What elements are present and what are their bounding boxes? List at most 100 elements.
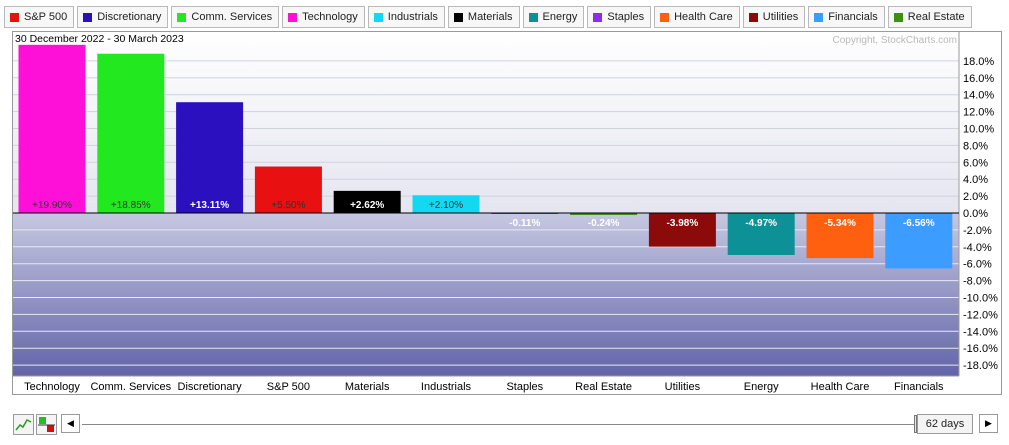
legend-swatch <box>373 12 383 22</box>
x-tick-label: Real Estate <box>575 381 632 393</box>
legend-swatch <box>177 12 187 22</box>
bar <box>727 213 795 255</box>
y-tick-label: 8.0% <box>963 140 988 152</box>
chart-area: 18.0% 16.0% 14.0% 12.0% 10.0% 8.0% 6.0% 4.0% 2.0… <box>12 31 1002 395</box>
legend-item[interactable]: Technology <box>282 6 365 28</box>
legend-item[interactable]: Comm. Services <box>171 6 280 28</box>
legend-item[interactable]: Real Estate <box>887 6 972 28</box>
bar-value-label: +2.10% <box>429 200 463 211</box>
legend: S&P 500 Discretionary Comm. Services Techno… <box>4 6 972 28</box>
legend-item[interactable]: Discretionary <box>77 6 169 28</box>
bar-value-label: +18.85% <box>111 200 151 211</box>
bar-value-label: -6.56% <box>903 218 935 229</box>
bar <box>176 102 244 213</box>
scroll-right-button[interactable]: ▶ <box>979 414 998 433</box>
y-tick-label: -12.0% <box>963 309 998 321</box>
x-tick-label: Energy <box>744 381 779 393</box>
scroll-left-button[interactable]: ◀ <box>61 414 80 433</box>
legend-swatch <box>748 12 758 22</box>
slider-handle[interactable] <box>914 415 917 433</box>
bar <box>570 213 638 216</box>
legend-label: Financials <box>828 11 878 23</box>
y-tick-label: 6.0% <box>963 157 988 169</box>
x-tick-label: Technology <box>24 381 80 393</box>
bar-value-label: +19.90% <box>32 200 72 211</box>
x-tick-label: Health Care <box>811 381 870 393</box>
legend-swatch <box>814 12 824 22</box>
legend-item[interactable]: Financials <box>808 6 885 28</box>
y-tick-label: 2.0% <box>963 191 988 203</box>
bar <box>333 190 401 213</box>
bar <box>806 213 874 259</box>
y-tick-label: -14.0% <box>963 326 998 338</box>
legend-swatch <box>288 12 298 22</box>
legend-item[interactable]: Health Care <box>654 6 740 28</box>
legend-item[interactable]: Staples <box>587 6 652 28</box>
y-tick-label: -4.0% <box>963 242 992 254</box>
bar <box>97 53 165 213</box>
date-range: 30 December 2022 - 30 March 2023 <box>15 33 184 45</box>
plot-background-positive <box>13 32 959 213</box>
bar-value-label: +13.11% <box>190 200 229 211</box>
line-chart-icon[interactable] <box>13 414 34 435</box>
legend-label: Energy <box>542 11 578 23</box>
x-tick-label: Comm. Services <box>90 381 171 393</box>
bar <box>412 195 480 213</box>
bar <box>885 213 953 269</box>
legend-label: Utilities <box>762 11 799 23</box>
legend-item[interactable]: Energy <box>522 6 585 28</box>
x-tick-label: Financials <box>894 381 944 393</box>
performance-bar-chart: 18.0% 16.0% 14.0% 12.0% 10.0% 8.0% 6.0% 4.0% 2.0… <box>13 32 998 393</box>
legend-label: Real Estate <box>907 11 965 23</box>
legend-swatch <box>83 12 93 22</box>
y-tick-label: -8.0% <box>963 276 992 288</box>
bar-value-label: -5.34% <box>824 218 856 229</box>
legend-label: Health Care <box>674 11 733 23</box>
y-tick-label: 18.0% <box>963 56 994 68</box>
bar-value-label: -3.98% <box>667 218 699 229</box>
legend-label: Discretionary <box>97 11 162 23</box>
legend-swatch <box>893 12 903 22</box>
legend-item[interactable]: Industrials <box>367 6 445 28</box>
x-tick-label: Staples <box>506 381 543 393</box>
x-tick-label: Industrials <box>421 381 472 393</box>
y-tick-label: -18.0% <box>963 360 998 372</box>
x-tick-label: Utilities <box>665 381 701 393</box>
x-tick-label: S&P 500 <box>267 381 310 393</box>
legend-label: S&P 500 <box>24 11 68 23</box>
timeline-slider[interactable] <box>82 424 914 425</box>
legend-swatch <box>453 12 463 22</box>
legend-item[interactable]: Materials <box>447 6 520 28</box>
days-display: 62 days <box>917 414 973 434</box>
x-tick-label: Discretionary <box>178 381 243 393</box>
legend-label: Staples <box>607 11 645 23</box>
y-tick-label: 0.0% <box>963 208 988 220</box>
legend-swatch <box>660 12 670 22</box>
legend-label: Industrials <box>387 11 438 23</box>
legend-label: Materials <box>467 11 513 23</box>
legend-item[interactable]: S&P 500 <box>4 6 75 28</box>
bar <box>254 166 322 213</box>
bar-value-label: +5.50% <box>271 200 305 211</box>
bar-chart-icon[interactable] <box>36 414 57 435</box>
y-tick-label: -2.0% <box>963 225 992 237</box>
bar-value-label: -4.97% <box>745 218 777 229</box>
bar-value-label: -0.24% <box>588 218 620 229</box>
legend-label: Comm. Services <box>191 11 273 23</box>
bar-value-label: +2.62% <box>350 200 384 211</box>
plot-background-negative <box>13 213 959 376</box>
chart-controls: ◀ 62 days ▶ <box>12 412 1002 438</box>
y-tick-label: -16.0% <box>963 343 998 355</box>
y-tick-label: 4.0% <box>963 174 988 186</box>
y-tick-label: 12.0% <box>963 107 994 119</box>
legend-swatch <box>593 12 603 22</box>
legend-swatch <box>10 12 19 22</box>
y-tick-label: 16.0% <box>963 73 994 85</box>
bar-value-label: -0.11% <box>509 218 540 229</box>
y-tick-label: 10.0% <box>963 124 994 136</box>
bar <box>648 213 716 247</box>
y-tick-label: -10.0% <box>963 293 998 305</box>
legend-item[interactable]: Utilities <box>742 6 806 28</box>
y-tick-label: -6.0% <box>963 259 992 271</box>
copyright-text: Copyright, StockCharts.com <box>833 35 958 46</box>
